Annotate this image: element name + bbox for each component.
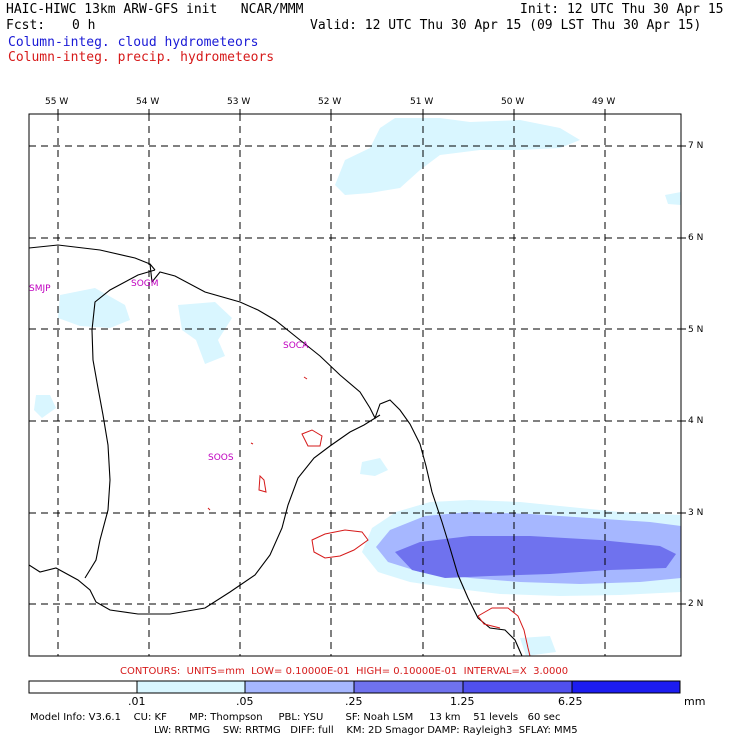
forecast-label: Fcst: — [6, 18, 46, 33]
lon-label-54w: 54 W — [136, 97, 160, 107]
colorbar-level-2: .05 — [236, 695, 254, 708]
lon-label-51w: 51 W — [410, 97, 434, 107]
colorbar-level-5: 6.25 — [558, 695, 583, 708]
init-time: Init: 12 UTC Thu 30 Apr 15 — [520, 2, 724, 17]
colorbar-level-1: .01 — [128, 695, 146, 708]
colorbar-level-4: 1.25 — [450, 695, 475, 708]
lat-lon-grid — [29, 114, 681, 656]
model-info-line1: Model Info: V3.6.1 CU: KF MP: Thompson P… — [30, 712, 561, 723]
cloud-fill-dark — [395, 536, 676, 578]
coastline — [29, 244, 523, 656]
colorbar — [28, 680, 681, 694]
lat-label-3n: 3 N — [688, 508, 704, 518]
lat-label-4n: 4 N — [688, 416, 704, 426]
lat-label-7n: 7 N — [688, 141, 704, 151]
lon-label-55w: 55 W — [45, 97, 69, 107]
station-sogm: SOGM — [131, 279, 159, 289]
station-soos: SOOS — [208, 453, 234, 463]
lon-ticks — [57, 109, 606, 114]
lon-label-53w: 53 W — [227, 97, 251, 107]
precip-contours — [207, 376, 531, 656]
lon-label-50w: 50 W — [501, 97, 525, 107]
model-info-line2: LW: RRTMG SW: RRTMG DIFF: full KM: 2D Sm… — [154, 725, 578, 736]
colorbar-units: mm — [684, 695, 706, 708]
lon-label-49w: 49 W — [592, 97, 616, 107]
lat-label-6n: 6 N — [688, 233, 704, 243]
map-frame — [28, 113, 682, 657]
valid-time: Valid: 12 UTC Thu 30 Apr 15 (09 LST Thu … — [310, 18, 702, 33]
lat-ticks — [681, 145, 686, 605]
lon-label-52w: 52 W — [318, 97, 342, 107]
contours-info: CONTOURS: UNITS=mm LOW= 0.10000E-01 HIGH… — [120, 666, 569, 677]
contour-field-title: Column-integ. precip. hydrometeors — [8, 50, 275, 65]
fill-field-title: Column-integ. cloud hydrometeors — [8, 35, 259, 50]
station-smjp: SMJP — [29, 284, 51, 294]
model-title: HAIC-HIWC 13km ARW-GFS init NCAR/MMM — [6, 2, 304, 17]
lat-label-5n: 5 N — [688, 325, 704, 335]
colorbar-level-3: .25 — [345, 695, 363, 708]
lat-label-2n: 2 N — [688, 599, 704, 609]
station-soca: SOCA — [283, 341, 309, 351]
forecast-hour: 0 h — [72, 18, 96, 33]
